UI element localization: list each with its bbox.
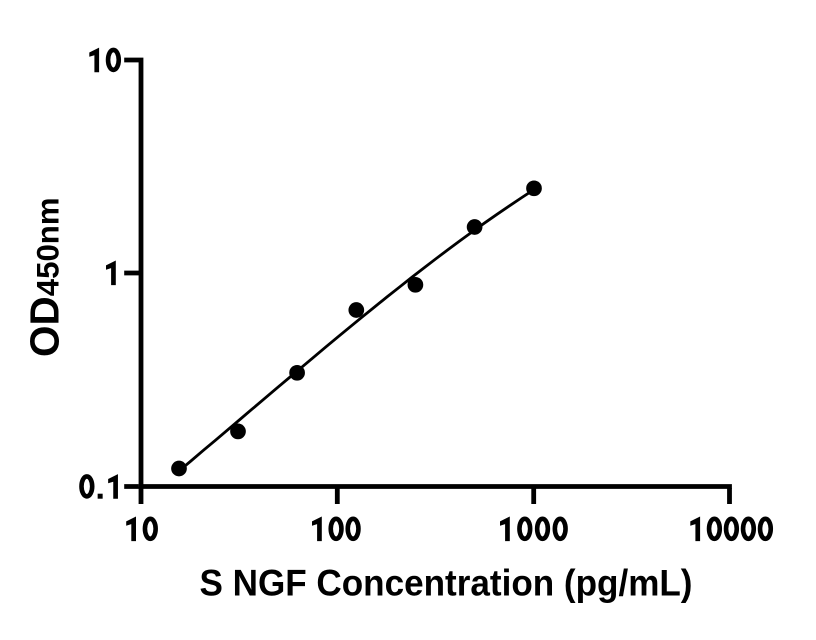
svg-text:S NGF Concentration (pg/mL): S NGF Concentration (pg/mL) — [200, 563, 693, 604]
svg-text:OD450nm: OD450nm — [21, 197, 67, 357]
